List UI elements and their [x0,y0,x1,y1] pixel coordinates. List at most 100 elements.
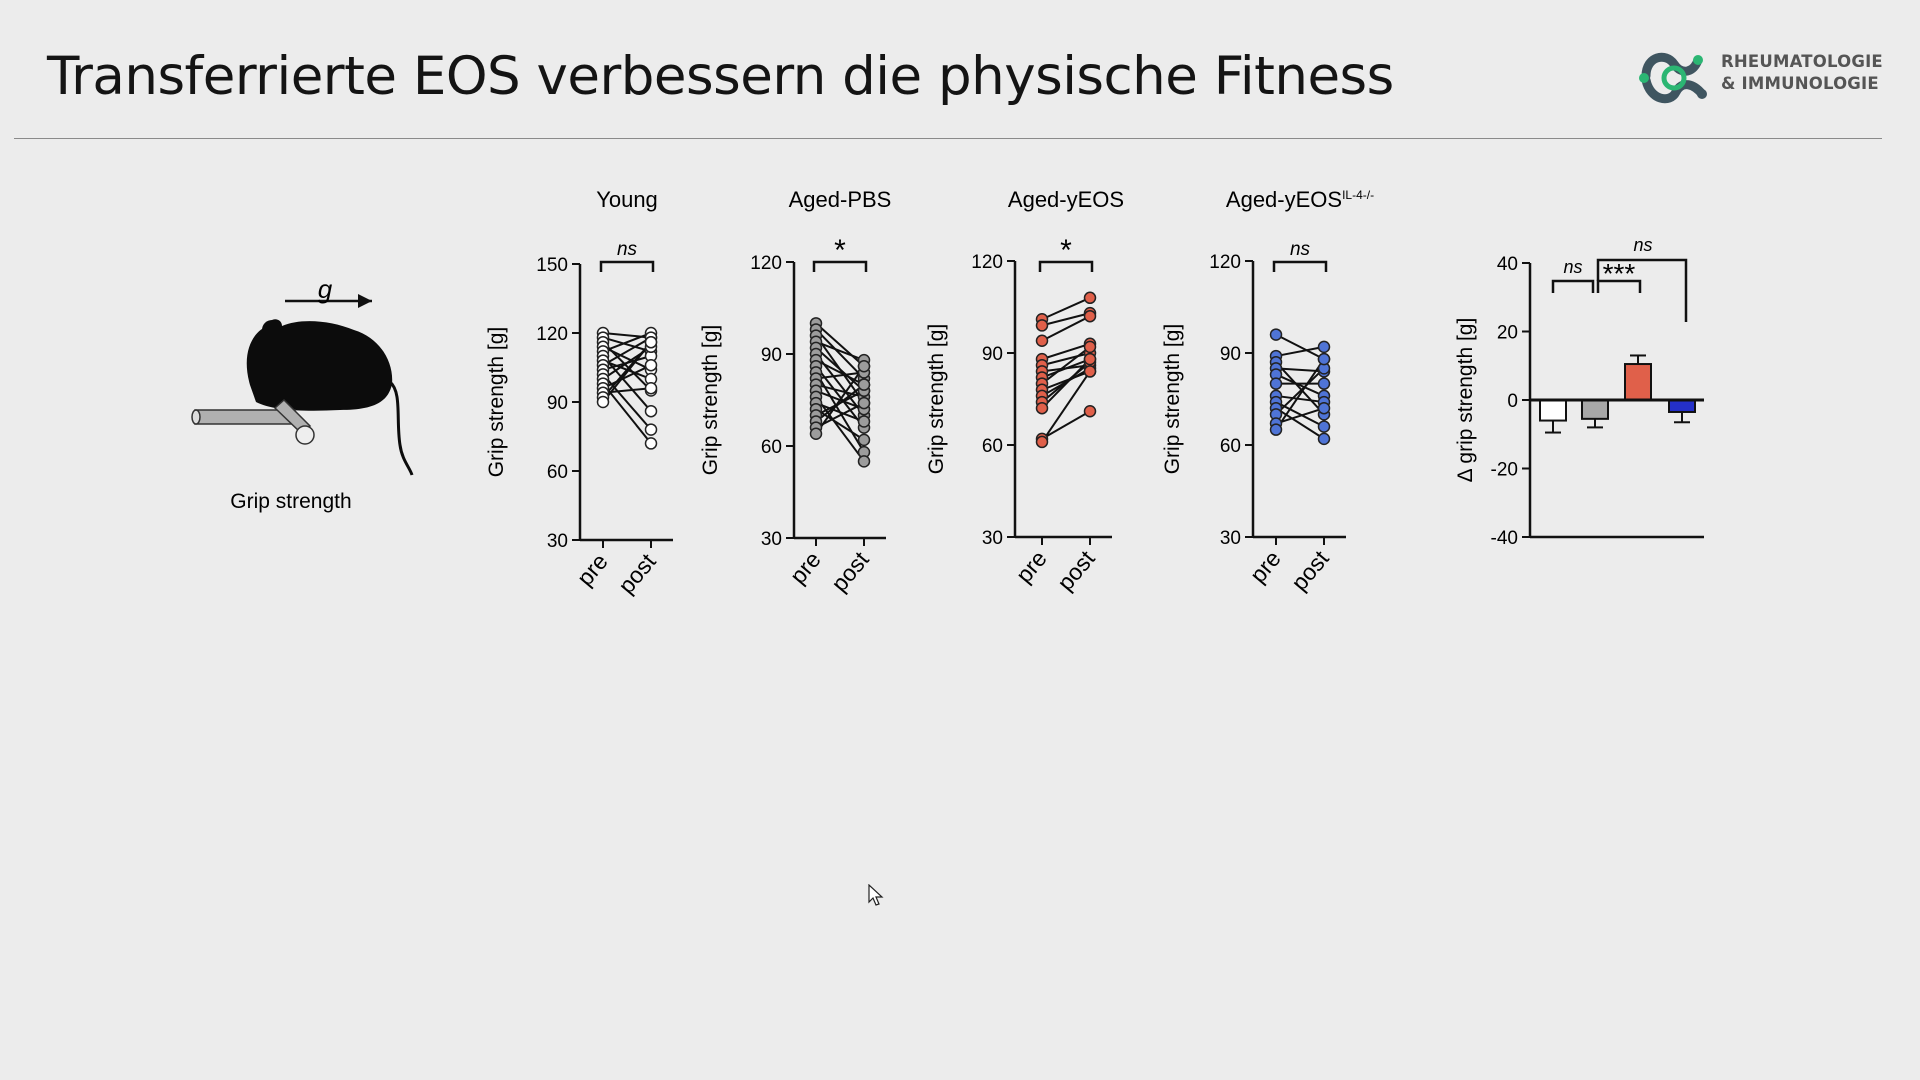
y-axis-label: Grip strength [g] [485,327,508,478]
significance-bracket [1038,260,1094,272]
pair-line [815,371,865,380]
data-point-post [1317,420,1331,433]
pair-line [1275,333,1325,361]
paired-chart-1: 30 60 90 120 150 pre post Grip strength [g] Youn… [485,187,673,599]
illustration-caption: Grip strength [230,490,351,513]
significance-label: ns [1563,257,1582,277]
pair-line [815,396,865,462]
data-point-post [857,415,871,428]
pair-line [602,341,652,403]
data-point-post [857,396,871,410]
data-point-post [1083,340,1097,354]
data-point-post [1317,352,1331,366]
y-tick-label: 150 [536,255,568,276]
significance-bracket [1551,279,1595,293]
significance-bracket [1596,258,1688,322]
x-tick-label: post [613,548,661,598]
title-divider [14,138,1882,139]
x-tick-label: pre [785,547,826,589]
data-point-pre [1035,435,1049,449]
pair-line [1275,407,1325,440]
pair-line [1275,407,1325,425]
y-tick-label: 90 [1220,344,1241,365]
pair-line [1275,373,1325,397]
significance-label: ns [1633,235,1652,255]
y-axis-label: Δ grip strength [g] [1454,318,1477,483]
data-point-post [644,358,658,372]
chart-title: Aged-yEOS [1008,187,1124,212]
significance-label: *** [1603,258,1636,289]
y-tick-label: 60 [982,436,1003,457]
data-point-post [857,455,871,468]
y-tick-label: 60 [1220,436,1241,457]
data-point-post [1317,401,1331,415]
pair-line [602,345,652,371]
data-point-post [857,360,871,373]
pair-line [1275,345,1325,358]
data-point-pre [1269,377,1283,390]
bar [1539,399,1567,422]
data-point-post [644,437,658,450]
significance-bracket [812,260,868,272]
data-point-post [1083,365,1097,378]
pair-line [602,332,652,353]
pair-line [1275,361,1325,416]
molecule-logo-icon [1639,52,1707,104]
data-point-post [1083,309,1097,323]
significance-bracket [1596,279,1642,293]
pair-line [602,355,652,412]
pair-line [1041,312,1091,327]
pair-line [815,347,865,392]
y-axis-label: Grip strength [g] [1161,324,1184,475]
pair-line [1041,342,1091,361]
pair-line [602,364,652,390]
y-tick-label: 0 [1507,391,1518,412]
data-point-post [1083,405,1097,418]
data-point-pre [809,427,823,440]
data-point-pre [1269,423,1283,436]
pair-line [815,322,865,368]
y-tick-label: 60 [761,437,782,458]
chart-title: Aged-yEOSIL-4-/- [1226,187,1374,212]
pair-line [815,359,865,386]
pair-line [815,328,865,380]
mouse-on-bar-icon: g Grip strength [191,274,414,513]
bar [1668,399,1696,413]
pair-line [815,340,865,362]
data-point-post [644,423,658,436]
data-point-post [1317,432,1331,446]
pair-line [1041,410,1091,440]
y-tick-label: 60 [547,462,568,483]
y-tick-label: 120 [750,253,782,274]
y-axis-label: Grip strength [g] [925,324,948,475]
y-tick-label: -20 [1491,460,1518,481]
institution-logo: RHEUMATOLOGIE & IMMUNOLOGIE [1632,42,1892,112]
x-tick-label: pre [1245,546,1286,588]
pair-line [1275,367,1325,416]
pair-line [1041,352,1091,367]
y-tick-label: 120 [1209,252,1241,273]
mouse-cursor-icon [868,884,884,906]
x-tick-label: post [1052,545,1100,595]
bar [1581,399,1609,420]
logo-line-1: RHEUMATOLOGIE [1721,52,1883,71]
significance-label: ns [617,239,638,260]
pair-line [1041,315,1091,342]
x-tick-label: pre [1011,546,1052,588]
data-point-pre [1035,334,1049,347]
pair-line [1275,394,1325,404]
y-tick-label: 120 [536,324,568,345]
y-tick-label: 30 [1220,528,1241,549]
significance-label: ns [1290,239,1311,260]
data-point-post [1083,352,1097,366]
pair-line [1041,358,1091,409]
y-tick-label: 40 [1497,254,1518,275]
pair-line [1275,358,1325,431]
chart-title: Aged-PBS [789,187,892,212]
data-point-post [644,335,658,349]
data-point-pre [1035,319,1049,332]
y-tick-label: 30 [982,528,1003,549]
x-tick-label: post [1286,545,1334,595]
pair-line [815,402,865,423]
